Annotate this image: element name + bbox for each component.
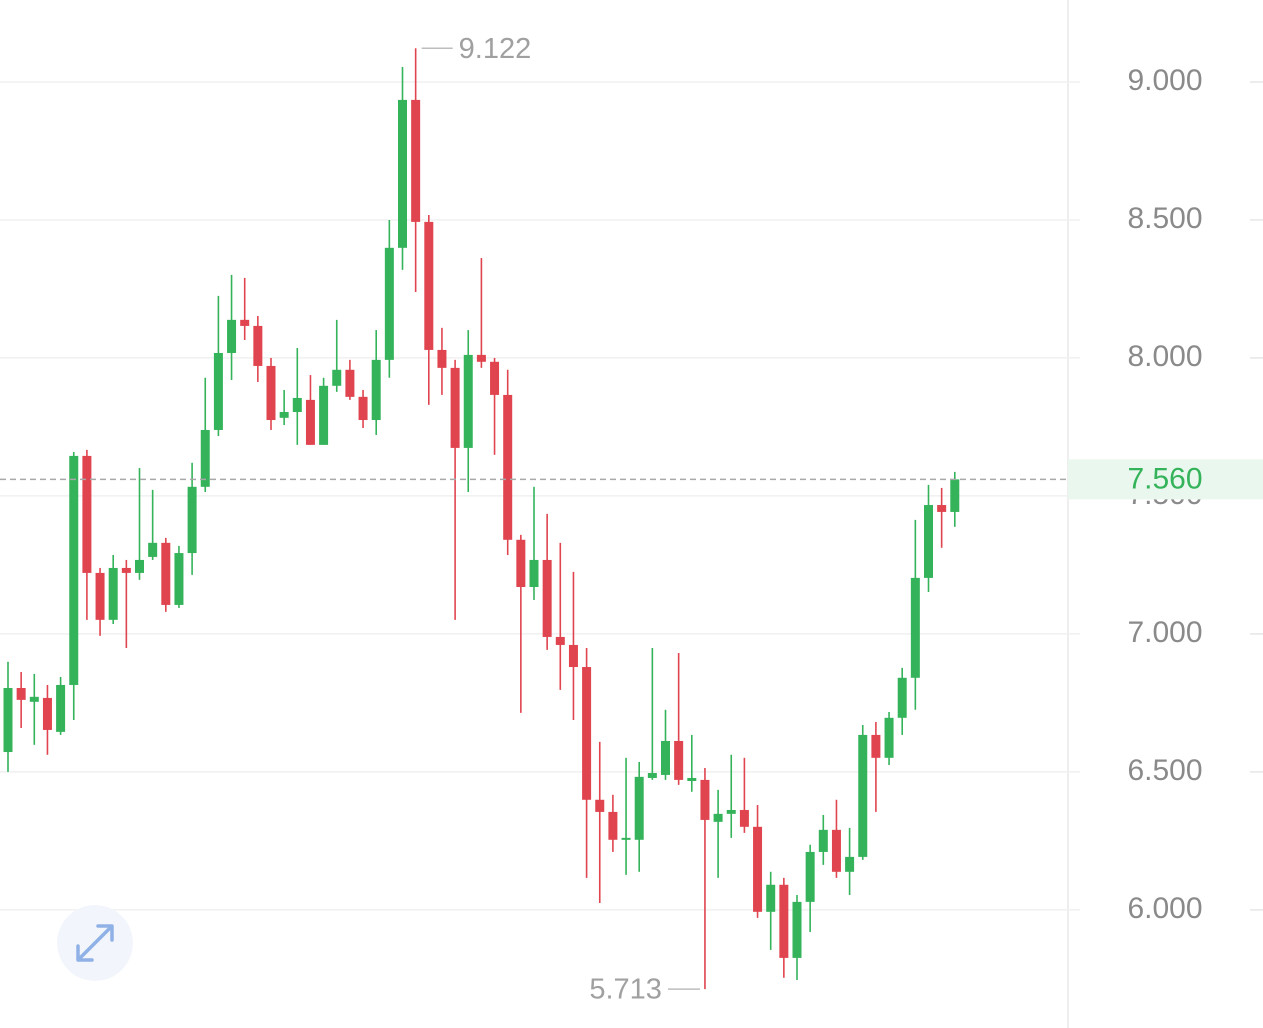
candle-body	[161, 542, 171, 605]
candle-body	[674, 740, 684, 780]
candle-body	[713, 813, 723, 822]
candle-body	[529, 559, 539, 587]
candle-body	[135, 559, 144, 573]
candle-body	[950, 479, 960, 512]
candle-body	[858, 734, 868, 857]
candle-body	[82, 455, 92, 573]
candle-body	[687, 777, 697, 782]
candle-body	[240, 319, 250, 326]
candle-body	[29, 696, 39, 702]
candle-body	[95, 572, 105, 620]
candle-body	[69, 455, 79, 685]
candle-body	[937, 505, 947, 512]
max-label: 9.122	[459, 33, 532, 65]
candle-body	[503, 394, 513, 540]
candle-body	[897, 677, 907, 718]
y-tick-label: 8.500	[1127, 202, 1202, 235]
candle-body	[332, 369, 342, 386]
expand-button[interactable]	[57, 905, 133, 981]
candle-body	[661, 740, 670, 775]
candle-body	[831, 829, 841, 872]
candle-body	[358, 396, 368, 421]
y-tick-label: 8.000	[1127, 340, 1202, 373]
candle-body	[542, 559, 552, 637]
candle-body	[568, 644, 578, 668]
candle-body	[884, 717, 894, 758]
candle-body	[805, 851, 815, 902]
y-tick-label: 7.000	[1127, 616, 1202, 649]
expand-icon[interactable]	[76, 924, 114, 962]
candle-body	[371, 359, 381, 421]
overlay: 9.122 5.713 7.560	[0, 33, 1263, 1006]
candle-body	[450, 367, 460, 448]
candle-body	[411, 99, 421, 222]
candle-body	[174, 553, 184, 605]
candle-body	[424, 221, 434, 350]
candle-body	[766, 884, 776, 912]
candle-body	[266, 365, 276, 421]
candle-body	[200, 429, 210, 487]
min-label: 5.713	[589, 974, 662, 1006]
y-tick-label: 6.500	[1127, 754, 1202, 787]
candle-body	[726, 809, 736, 814]
candle-body	[56, 684, 66, 732]
candle-body	[634, 776, 644, 840]
candle-body	[555, 636, 565, 645]
last-price-tag	[1068, 459, 1263, 500]
candle-body	[871, 734, 881, 758]
candle-body	[148, 542, 158, 557]
candle-body	[608, 811, 618, 840]
candle-body	[384, 247, 394, 360]
candle-body	[516, 539, 526, 587]
candle-body	[213, 352, 223, 430]
candle-body	[845, 856, 855, 872]
candle-body	[463, 354, 473, 448]
candle-body	[227, 319, 237, 353]
candle-body	[187, 486, 197, 554]
y-tick-label: 9.000	[1127, 64, 1202, 97]
candle-body	[253, 325, 263, 366]
candle-body	[621, 837, 631, 840]
candle-body	[398, 99, 407, 248]
candle-body	[739, 809, 749, 827]
candle-body	[700, 779, 710, 820]
candle-body	[647, 773, 657, 778]
candle-body	[16, 688, 26, 700]
candle-body	[595, 799, 605, 812]
candle-body	[42, 697, 52, 730]
candle-body	[305, 399, 315, 445]
candle-body	[779, 884, 789, 958]
candle-body	[292, 397, 302, 413]
last-price-label: 7.560	[1127, 462, 1202, 495]
candle-body	[121, 567, 131, 573]
candle-body	[3, 688, 13, 753]
candle-body	[437, 349, 447, 368]
candle-body	[345, 369, 355, 397]
candle-body	[924, 505, 933, 578]
candle-body	[279, 412, 289, 418]
candle-body	[490, 361, 500, 395]
candle-body	[753, 826, 763, 912]
candle-body	[792, 901, 802, 958]
candle-body	[476, 354, 486, 362]
candle-body	[582, 667, 592, 800]
y-tick-label: 6.000	[1127, 892, 1202, 925]
candles	[3, 48, 960, 990]
candle-body	[108, 567, 118, 620]
candle-body	[319, 385, 329, 445]
candle-body	[910, 577, 920, 678]
price-axis-panel	[1068, 0, 1263, 1028]
candle-body	[818, 829, 828, 852]
